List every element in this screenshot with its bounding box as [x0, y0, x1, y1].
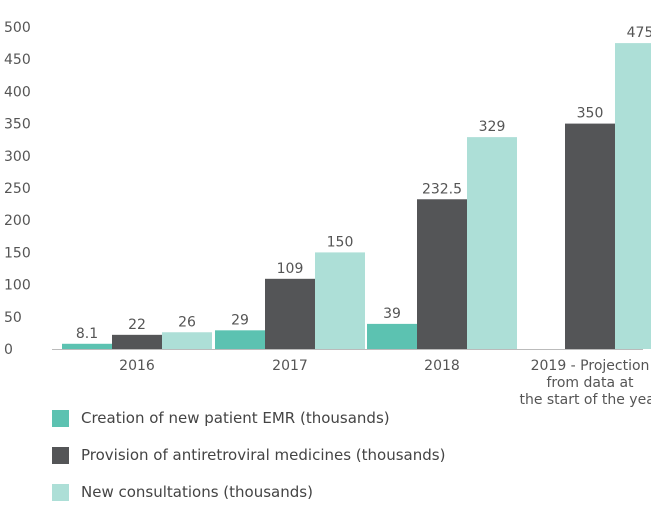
- y-tick-label: 100: [4, 278, 31, 294]
- y-tick-label: 350: [4, 117, 31, 133]
- category-labels: 2016 2017 2018 2019 - Projection from data a…: [119, 358, 651, 408]
- data-labels: 8.1 29 39 22 109 232.5 350 26 150 329 475: [76, 25, 651, 342]
- y-axis-ticks: 0 50 100 150 200 250 300 350 400 450 500: [4, 20, 31, 358]
- bar-creation-2016: [62, 343, 112, 349]
- bar-new-2017: [315, 252, 365, 349]
- category-label: 2016: [119, 358, 155, 374]
- data-label: 39: [383, 306, 401, 322]
- y-tick-label: 250: [4, 181, 31, 197]
- data-label: 29: [231, 312, 249, 328]
- data-label: 8.1: [76, 326, 98, 342]
- bar-new-2016: [162, 332, 212, 349]
- category-label: 2018: [424, 358, 460, 374]
- data-label: 150: [327, 234, 354, 250]
- data-label: 350: [577, 106, 604, 122]
- legend-swatch-emr: [52, 409, 69, 427]
- bar-provision-2016: [112, 334, 162, 349]
- data-label: 26: [178, 314, 196, 330]
- legend: Creation of new patient EMR (thousands) …: [52, 408, 445, 519]
- legend-label-antiretroviral: Provision of antiretroviral medicines (t…: [81, 446, 446, 464]
- bar-new-2019: [615, 43, 651, 349]
- bar-creation-2017: [215, 330, 265, 349]
- bar-new-2018: [467, 137, 517, 349]
- legend-item-emr: Creation of new patient EMR (thousands): [52, 408, 445, 428]
- y-tick-label: 200: [4, 213, 31, 229]
- category-label: 2017: [272, 358, 308, 374]
- legend-swatch-consultations: [52, 483, 69, 501]
- legend-label-emr: Creation of new patient EMR (thousands): [81, 409, 390, 427]
- bar-creation-2018: [367, 323, 417, 349]
- bar-provision-2018: [417, 199, 467, 349]
- legend-swatch-antiretroviral: [52, 446, 69, 464]
- bar-provision-2019: [565, 123, 615, 349]
- y-tick-label: 400: [4, 84, 31, 100]
- y-tick-label: 300: [4, 149, 31, 165]
- bar-provision-2017: [265, 278, 315, 349]
- legend-item-consultations: New consultations (thousands): [52, 482, 445, 502]
- y-tick-label: 50: [4, 310, 22, 326]
- data-label: 22: [128, 317, 146, 333]
- y-tick-label: 500: [4, 20, 31, 36]
- y-tick-label: 150: [4, 245, 31, 261]
- legend-label-consultations: New consultations (thousands): [81, 483, 313, 501]
- data-label: 329: [479, 119, 506, 135]
- category-label: 2019 - Projection from data at the start o…: [519, 358, 651, 408]
- data-label: 232.5: [422, 181, 462, 197]
- y-tick-label: 0: [4, 342, 13, 358]
- bar-chart: 0 50 100 150 200 250 300 350 400 450 500 8.1 29 39 22…: [4, 20, 651, 408]
- bars: [62, 43, 651, 349]
- data-label: 475: [627, 25, 651, 41]
- data-label: 109: [277, 261, 304, 277]
- y-tick-label: 450: [4, 52, 31, 68]
- legend-item-antiretroviral: Provision of antiretroviral medicines (t…: [52, 445, 445, 465]
